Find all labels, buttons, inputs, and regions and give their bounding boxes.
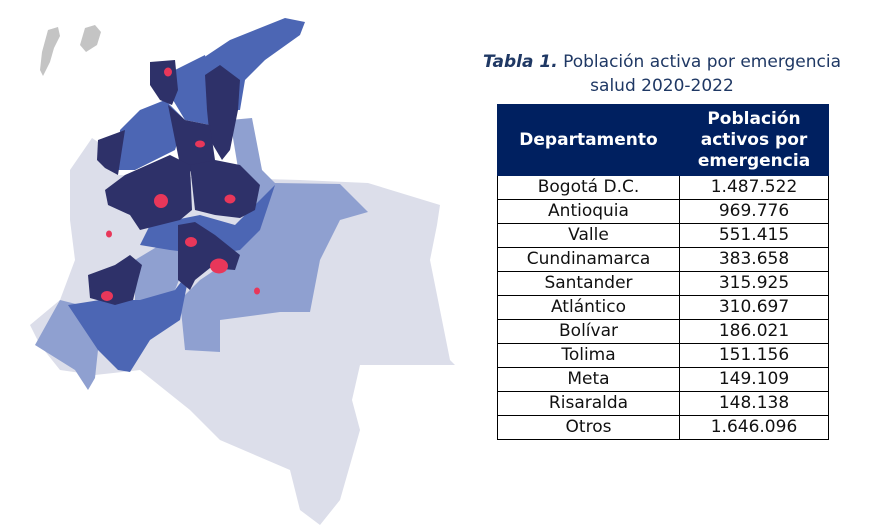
caption-line1: Población activa por emergencia xyxy=(563,52,842,72)
table-header-row: Departamento Población activos por emerg… xyxy=(497,104,829,176)
region-light xyxy=(180,118,368,352)
header-departamento: Departamento xyxy=(497,104,680,176)
value-cell: 969.776 xyxy=(679,199,829,224)
caption-label: Tabla 1. xyxy=(482,52,558,72)
value-cell: 149.109 xyxy=(679,367,829,392)
header-line: Población xyxy=(707,108,801,129)
region-dark-santander xyxy=(190,160,260,218)
table-row: Meta 149.109 xyxy=(497,367,829,392)
table-row: Otros 1.646.096 xyxy=(497,415,829,440)
region-lightest xyxy=(30,138,455,525)
region-mid-magdalena xyxy=(170,55,215,125)
marker-bogota xyxy=(210,258,228,274)
marker-meta xyxy=(254,287,260,295)
table-row: Risaralda 148.138 xyxy=(497,391,829,416)
value-cell: 1.487.522 xyxy=(679,175,829,200)
san-andres-island xyxy=(40,27,60,76)
dept-cell: Santander xyxy=(497,271,680,296)
value-cell: 151.156 xyxy=(679,343,829,368)
value-cell: 551.415 xyxy=(679,223,829,248)
table-row: Atlántico 310.697 xyxy=(497,295,829,320)
header-line: emergencia xyxy=(697,150,811,171)
region-dark-cesar xyxy=(205,65,240,160)
marker-cundinamarca xyxy=(185,237,197,247)
dept-cell: Valle xyxy=(497,223,680,248)
dept-cell: Bolívar xyxy=(497,319,680,344)
region-mid-cordoba xyxy=(118,100,185,170)
table-row: Bogotá D.C. 1.487.522 xyxy=(497,175,829,200)
dept-cell: Antioquia xyxy=(497,199,680,224)
marker-bolivar xyxy=(195,140,205,148)
region-light-cauca xyxy=(135,240,185,300)
marker-choco xyxy=(106,230,112,238)
table-caption: Tabla 1. Población activa por emergencia… xyxy=(462,50,862,98)
dept-cell: Atlántico xyxy=(497,295,680,320)
value-cell: 148.138 xyxy=(679,391,829,416)
providencia-island xyxy=(80,25,101,52)
region-dark-atlantico xyxy=(150,60,178,105)
caption-line2: salud 2020-2022 xyxy=(590,76,734,96)
dept-cell: Risaralda xyxy=(497,391,680,416)
region-dark-antioquia xyxy=(105,155,192,230)
region-dark-choco-north xyxy=(97,130,125,175)
dept-cell: Bogotá D.C. xyxy=(497,175,680,200)
header-line: activos por xyxy=(700,129,808,150)
marker-atlantico xyxy=(164,67,172,77)
region-mid-south xyxy=(68,270,190,372)
table-row: Tolima 151.156 xyxy=(497,343,829,368)
region-mid-central xyxy=(140,185,275,255)
table-row: Valle 551.415 xyxy=(497,223,829,248)
table-row: Santander 315.925 xyxy=(497,271,829,296)
colombia-choropleth-map xyxy=(30,18,455,525)
value-cell: 186.021 xyxy=(679,319,829,344)
value-cell: 383.658 xyxy=(679,247,829,272)
value-cell: 1.646.096 xyxy=(679,415,829,440)
value-cell: 310.697 xyxy=(679,295,829,320)
region-dark-valle xyxy=(88,255,142,305)
dept-cell: Meta xyxy=(497,367,680,392)
marker-valle xyxy=(101,291,113,301)
dept-cell: Tolima xyxy=(497,343,680,368)
header-poblacion: Población activos por emergencia xyxy=(679,104,829,176)
table-row: Cundinamarca 383.658 xyxy=(497,247,829,272)
table-row: Antioquia 969.776 xyxy=(497,199,829,224)
value-cell: 315.925 xyxy=(679,271,829,296)
population-table: Departamento Población activos por emerg… xyxy=(497,104,829,440)
marker-antioquia xyxy=(154,194,168,208)
table-row: Bolívar 186.021 xyxy=(497,319,829,344)
dept-cell: Otros xyxy=(497,415,680,440)
marker-santander xyxy=(224,194,236,204)
dept-cell: Cundinamarca xyxy=(497,247,680,272)
